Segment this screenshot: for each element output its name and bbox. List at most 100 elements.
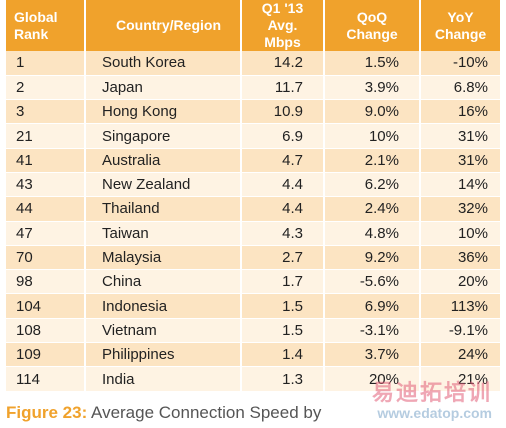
cell-speed: 2.7 bbox=[241, 245, 325, 271]
cell-yoy: 6.8% bbox=[420, 75, 500, 101]
cell-speed: 10.9 bbox=[241, 99, 325, 125]
cell-rank: 3 bbox=[6, 99, 86, 125]
cell-qoq: 6.9% bbox=[324, 293, 421, 319]
watermark-text: 易迪拓培训 bbox=[371, 380, 492, 405]
cell-rank: 21 bbox=[6, 123, 86, 149]
cell-rank: 2 bbox=[6, 75, 86, 101]
cell-country: India bbox=[85, 366, 242, 392]
cell-yoy: 36% bbox=[420, 245, 500, 271]
cell-country: China bbox=[85, 269, 242, 295]
cell-speed: 11.7 bbox=[241, 75, 325, 101]
watermark: 易迪拓培训 www.edatop.com bbox=[371, 380, 492, 422]
cell-rank: 104 bbox=[6, 293, 86, 319]
cell-qoq: 2.4% bbox=[324, 196, 421, 222]
cell-rank: 98 bbox=[6, 269, 86, 295]
cell-qoq: 3.9% bbox=[324, 75, 421, 101]
table-row: 1 South Korea 14.2 1.5% -10% bbox=[6, 51, 500, 76]
header-avg-mbps: Q1 '13 Avg. Mbps bbox=[241, 0, 325, 51]
cell-country: Singapore bbox=[85, 123, 242, 149]
speed-table-container: Global Rank Country/Region Q1 '13 Avg. M… bbox=[6, 0, 500, 392]
header-yoy-line-1: YoY bbox=[447, 8, 474, 25]
cell-speed: 14.2 bbox=[241, 51, 325, 76]
cell-yoy: 20% bbox=[420, 269, 500, 295]
table-row: 41 Australia 4.7 2.1% 31% bbox=[6, 148, 500, 173]
cell-rank: 1 bbox=[6, 51, 86, 76]
table-row: 2 Japan 11.7 3.9% 6.8% bbox=[6, 75, 500, 101]
cell-speed: 4.4 bbox=[241, 172, 325, 198]
header-speed-line-2: Avg. Mbps bbox=[264, 17, 301, 50]
cell-rank: 70 bbox=[6, 245, 86, 271]
table-row: 47 Taiwan 4.3 4.8% 10% bbox=[6, 221, 500, 246]
cell-speed: 4.4 bbox=[241, 196, 325, 222]
cell-yoy: 21% bbox=[420, 366, 500, 392]
cell-qoq: 10% bbox=[324, 123, 421, 149]
cell-speed: 6.9 bbox=[241, 123, 325, 149]
header-qoq-change: QoQ Change bbox=[324, 0, 421, 51]
cell-qoq: 6.2% bbox=[324, 172, 421, 198]
cell-rank: 109 bbox=[6, 342, 86, 368]
cell-rank: 41 bbox=[6, 148, 86, 173]
cell-qoq: -5.6% bbox=[324, 269, 421, 295]
figure-label: Figure 23: bbox=[6, 403, 88, 422]
cell-qoq: 9.2% bbox=[324, 245, 421, 271]
table-row: 70 Malaysia 2.7 9.2% 36% bbox=[6, 245, 500, 271]
cell-yoy: 10% bbox=[420, 221, 500, 246]
cell-yoy: -10% bbox=[420, 51, 500, 76]
watermark-url: www.edatop.com bbox=[377, 405, 492, 421]
cell-rank: 47 bbox=[6, 221, 86, 246]
connection-speed-table: Global Rank Country/Region Q1 '13 Avg. M… bbox=[6, 0, 500, 392]
table-row: 109 Philippines 1.4 3.7% 24% bbox=[6, 342, 500, 368]
cell-yoy: -9.1% bbox=[420, 318, 500, 344]
cell-speed: 1.7 bbox=[241, 269, 325, 295]
cell-qoq: 9.0% bbox=[324, 99, 421, 125]
cell-speed: 1.5 bbox=[241, 293, 325, 319]
figure-caption: Figure 23: Average Connection Speed by bbox=[6, 402, 321, 424]
table-row: 98 China 1.7 -5.6% 20% bbox=[6, 269, 500, 295]
cell-country: Thailand bbox=[85, 196, 242, 222]
table-row: 108 Vietnam 1.5 -3.1% -9.1% bbox=[6, 318, 500, 344]
cell-country: South Korea bbox=[85, 51, 242, 76]
table-row: 44 Thailand 4.4 2.4% 32% bbox=[6, 196, 500, 222]
cell-speed: 4.7 bbox=[241, 148, 325, 173]
header-speed-line-1: Q1 '13 bbox=[261, 0, 304, 16]
header-yoy-line-2: Change bbox=[434, 25, 487, 42]
cell-country: Vietnam bbox=[85, 318, 242, 344]
header-qoq-line-1: QoQ bbox=[356, 8, 388, 25]
cell-country: Indonesia bbox=[85, 293, 242, 319]
cell-qoq: 20% bbox=[324, 366, 421, 392]
cell-qoq: 3.7% bbox=[324, 342, 421, 368]
cell-yoy: 113% bbox=[420, 293, 500, 319]
header-rank-line-1: Global bbox=[14, 8, 58, 25]
figure-caption-text: Average Connection Speed by bbox=[87, 403, 322, 422]
header-yoy-change: YoY Change bbox=[420, 0, 500, 51]
cell-speed: 1.4 bbox=[241, 342, 325, 368]
table-row: 114 India 1.3 20% 21% bbox=[6, 366, 500, 392]
table-body: 1 South Korea 14.2 1.5% -10% 2 Japan 11.… bbox=[6, 51, 500, 392]
cell-rank: 114 bbox=[6, 366, 86, 392]
header-global-rank: Global Rank bbox=[6, 0, 86, 51]
table-row: 43 New Zealand 4.4 6.2% 14% bbox=[6, 172, 500, 198]
cell-country: Hong Kong bbox=[85, 99, 242, 125]
cell-qoq: -3.1% bbox=[324, 318, 421, 344]
table-row: 21 Singapore 6.9 10% 31% bbox=[6, 123, 500, 149]
cell-yoy: 31% bbox=[420, 148, 500, 173]
cell-country: Malaysia bbox=[85, 245, 242, 271]
table-header-row: Global Rank Country/Region Q1 '13 Avg. M… bbox=[6, 0, 500, 51]
header-rank-line-2: Rank bbox=[14, 25, 49, 42]
cell-yoy: 31% bbox=[420, 123, 500, 149]
cell-country: Taiwan bbox=[85, 221, 242, 246]
cell-yoy: 24% bbox=[420, 342, 500, 368]
cell-yoy: 32% bbox=[420, 196, 500, 222]
cell-country: Philippines bbox=[85, 342, 242, 368]
cell-rank: 43 bbox=[6, 172, 86, 198]
table-row: 3 Hong Kong 10.9 9.0% 16% bbox=[6, 99, 500, 125]
cell-speed: 1.3 bbox=[241, 366, 325, 392]
cell-yoy: 14% bbox=[420, 172, 500, 198]
cell-speed: 4.3 bbox=[241, 221, 325, 246]
header-country-region: Country/Region bbox=[85, 0, 242, 51]
header-qoq-line-2: Change bbox=[346, 25, 398, 42]
cell-rank: 108 bbox=[6, 318, 86, 344]
cell-yoy: 16% bbox=[420, 99, 500, 125]
cell-country: Australia bbox=[85, 148, 242, 173]
cell-speed: 1.5 bbox=[241, 318, 325, 344]
